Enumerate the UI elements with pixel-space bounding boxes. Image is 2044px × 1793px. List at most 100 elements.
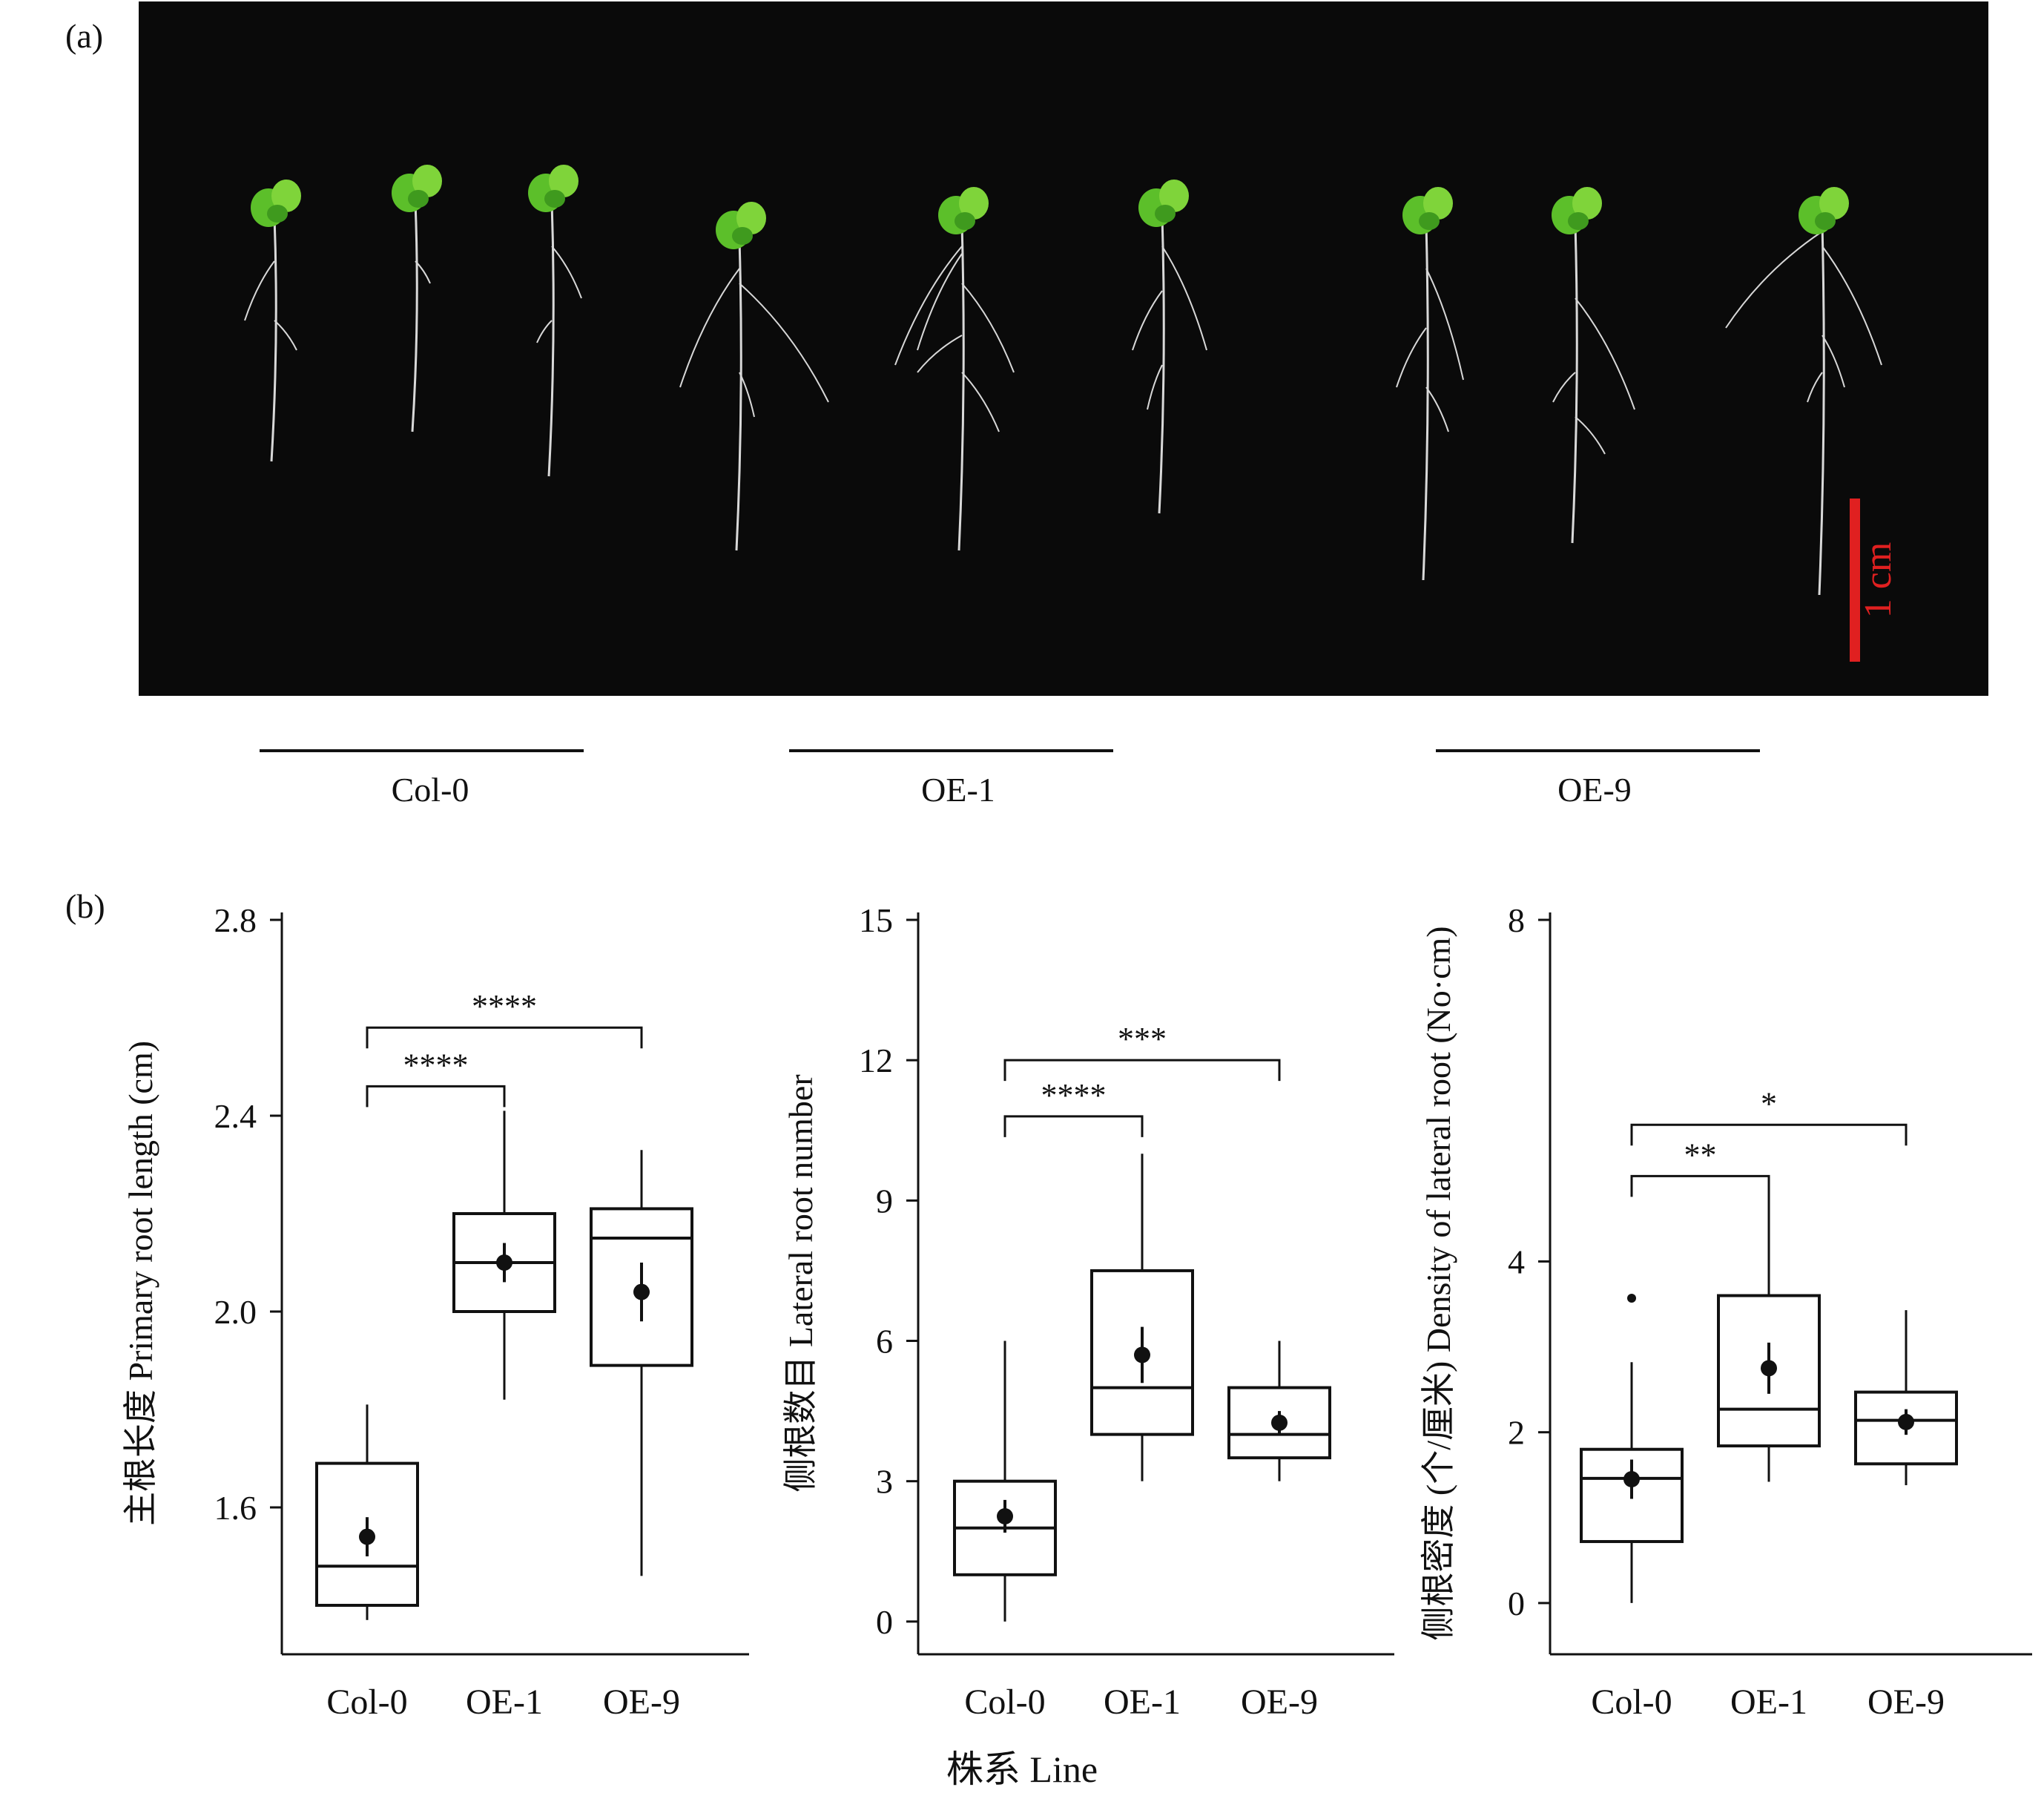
lateral-root [1147, 364, 1163, 410]
mean-point [1761, 1360, 1777, 1377]
primary-root [270, 216, 277, 462]
y-tick-label: 3 [876, 1463, 893, 1501]
group-label-oe1: OE-1 [921, 771, 995, 809]
box-oe-9 [1227, 1340, 1331, 1481]
lateral-root [1425, 386, 1449, 432]
lateral-root [1725, 231, 1823, 329]
significance-bracket: * [1630, 1085, 1908, 1146]
lateral-root [917, 253, 963, 351]
seedling [894, 187, 1015, 551]
lateral-root [1822, 246, 1882, 366]
lateral-root [1132, 290, 1163, 351]
lateral-root [1575, 297, 1635, 410]
cotyledon [544, 190, 565, 208]
group-line-oe9 [1436, 749, 1760, 752]
primary-root [957, 223, 965, 551]
significance-label: **** [472, 988, 537, 1024]
x-tick-label: OE-9 [603, 1682, 680, 1722]
lateral-root [1807, 372, 1823, 403]
lateral-root [739, 283, 829, 403]
box-oe-9 [590, 1150, 693, 1576]
box-oe-9 [1854, 1310, 1958, 1486]
chart-3: 0 2 4 8 侧根密度 (个/厘米) Density of lateral root … [1420, 901, 2032, 1722]
cotyledon [1423, 187, 1453, 220]
primary-root [1571, 223, 1578, 544]
outlier-point [1627, 1293, 1636, 1303]
cotyledon [1155, 205, 1176, 223]
primary-root [1422, 223, 1429, 581]
cotyledon [955, 212, 975, 230]
x-tick-label: OE-1 [1104, 1682, 1181, 1722]
seedling [244, 180, 301, 462]
seedling-photo: 1 cm [139, 1, 1988, 696]
mean-point [1134, 1346, 1150, 1363]
seedling [1725, 187, 1882, 596]
y-tick-label: 0 [1508, 1585, 1525, 1622]
mean-point [359, 1528, 375, 1545]
lateral-root [1161, 246, 1207, 351]
box-oe-1 [1717, 1196, 1821, 1482]
mean-point [1623, 1471, 1640, 1488]
seedling [392, 165, 442, 432]
significance-bracket: **** [1003, 1077, 1144, 1137]
cotyledon [1819, 187, 1849, 220]
x-tick-label: Col-0 [964, 1682, 1045, 1722]
mean-point [997, 1507, 1013, 1524]
panel-a-label: (a) [65, 17, 104, 55]
significance-label: **** [403, 1047, 469, 1083]
iqr-box [590, 1207, 693, 1367]
mean-point [1898, 1413, 1914, 1430]
chart-2: 0 3 6 9 12 15 侧根数目 Lateral root number Col-0 OE-… [782, 901, 1394, 1722]
lateral-root [1822, 335, 1845, 388]
mean-point [633, 1283, 650, 1300]
seedling [1132, 180, 1207, 514]
y-tick-label: 0 [876, 1603, 893, 1641]
iqr-box [1854, 1390, 1958, 1466]
x-tick-label: Col-0 [1591, 1682, 1672, 1722]
lateral-root [1575, 416, 1606, 455]
y-tick-label: 2.8 [214, 901, 257, 939]
x-tick-label: OE-1 [1730, 1682, 1807, 1722]
x-tick-label: OE-9 [1241, 1682, 1318, 1722]
y-tick-label: 2 [1508, 1414, 1525, 1452]
primary-root [547, 201, 555, 477]
cotyledon [732, 227, 753, 245]
box-oe-1 [452, 1111, 556, 1400]
cotyledon [1419, 212, 1440, 230]
cotyledon [412, 165, 442, 197]
box-col-0 [1580, 1293, 1684, 1603]
group-line-col0 [260, 749, 584, 752]
y-tick-label: 12 [859, 1042, 893, 1079]
lateral-root [274, 320, 297, 351]
bracket-line [366, 1085, 506, 1108]
y-tick-label: 15 [859, 901, 893, 939]
lateral-root [894, 246, 963, 366]
y-tick-label: 9 [876, 1182, 893, 1220]
significance-label: **** [1041, 1077, 1107, 1113]
significance-bracket: ** [1630, 1136, 1770, 1197]
bracket-line [1003, 1115, 1144, 1137]
cotyledon [1159, 180, 1189, 212]
mean-point [496, 1254, 512, 1271]
cotyledon [408, 190, 429, 208]
bracket-line [1003, 1059, 1281, 1082]
primary-root [735, 238, 742, 551]
y-tick-label: 2.4 [214, 1097, 257, 1135]
significance-bracket: *** [1003, 1021, 1281, 1082]
significance-bracket: **** [366, 1047, 506, 1108]
lateral-root [551, 246, 582, 299]
x-axis-title: 株系 Line [946, 1748, 1098, 1790]
group-line-oe1 [789, 749, 1113, 752]
y-tick-label: 1.6 [214, 1489, 257, 1527]
lateral-root [961, 283, 1015, 373]
cotyledon [736, 202, 766, 234]
cotyledon [1568, 212, 1589, 230]
lateral-root [1396, 327, 1427, 388]
lateral-root [415, 260, 431, 284]
box-oe-1 [1090, 1154, 1194, 1481]
panel-b-label: (b) [65, 887, 105, 925]
lateral-root [244, 260, 275, 321]
significance-bracket: **** [366, 988, 643, 1049]
significance-label: ** [1684, 1136, 1717, 1173]
